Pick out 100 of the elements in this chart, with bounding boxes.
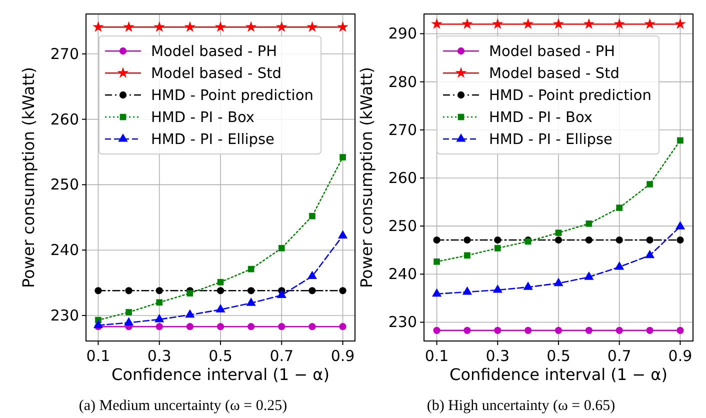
y-tick-label: 240 — [388, 265, 417, 284]
point — [185, 309, 195, 318]
point — [248, 323, 255, 330]
point — [307, 270, 318, 280]
point — [154, 314, 164, 322]
point — [156, 299, 163, 306]
point — [554, 326, 562, 334]
point — [123, 21, 134, 32]
point — [646, 236, 654, 244]
y-tick-label: 250 — [388, 217, 417, 236]
x-tick-label: 0.7 — [607, 347, 632, 365]
point — [248, 287, 255, 294]
x-tick-label: 0.1 — [424, 347, 449, 365]
point — [676, 236, 684, 244]
point — [309, 212, 316, 220]
y-tick-label: 260 — [388, 168, 417, 187]
y-axis-title: Power consumption (kWatt) — [357, 66, 376, 288]
point — [616, 326, 623, 334]
point — [94, 287, 102, 294]
point — [614, 18, 626, 29]
point — [339, 287, 346, 294]
point — [676, 326, 684, 334]
legend-label: Model based - PH — [151, 44, 278, 60]
point — [246, 298, 256, 306]
point — [433, 236, 440, 244]
y-tick-label: 240 — [50, 241, 79, 260]
y-tick-label: 230 — [388, 313, 417, 332]
point — [339, 323, 346, 330]
point — [125, 287, 132, 294]
y-tick-label: 230 — [50, 306, 79, 324]
point — [216, 304, 226, 312]
y-tick-label: 290 — [388, 24, 417, 43]
point — [462, 286, 472, 295]
point — [674, 18, 686, 29]
point — [552, 18, 564, 29]
point — [492, 284, 502, 293]
point — [338, 230, 348, 238]
text: (a) Medium uncertainty (ω = 0.25) — [78, 398, 288, 414]
text: (b) High uncertainty (ω = 0.65) — [426, 398, 616, 414]
point — [584, 271, 594, 280]
point — [92, 21, 104, 32]
point — [93, 320, 104, 328]
legend-label: Model based - Std — [489, 66, 620, 82]
point — [216, 323, 224, 330]
point — [434, 258, 440, 265]
point — [337, 21, 348, 32]
point — [644, 18, 656, 29]
point — [308, 323, 316, 330]
point — [646, 181, 653, 188]
x-tick-label: 0.7 — [270, 347, 294, 365]
point — [432, 288, 442, 297]
point — [523, 282, 533, 290]
point — [555, 230, 562, 236]
legend-label: HMD - Point prediction — [151, 88, 314, 104]
legend-label: Model based - Std — [151, 66, 282, 82]
x-tick-label: 0.3 — [147, 347, 172, 365]
point — [464, 252, 470, 259]
point — [431, 18, 442, 29]
point — [306, 21, 318, 32]
point — [217, 278, 224, 286]
point — [585, 236, 592, 244]
point — [586, 220, 592, 227]
legend-label: HMD - PI - Box — [151, 110, 255, 126]
y-tick-label: 280 — [388, 72, 417, 91]
legend-label: HMD - PI - Box — [489, 110, 593, 126]
x-tick-label: 0.3 — [486, 347, 510, 365]
point — [156, 323, 163, 330]
x-tick-label: 0.9 — [668, 347, 692, 365]
point — [494, 326, 502, 334]
x-tick-label: 0.5 — [208, 347, 232, 365]
point — [278, 323, 286, 330]
point — [646, 326, 654, 334]
x-axis-title: Confidence interval (1 − α) — [112, 365, 330, 384]
point — [308, 287, 316, 294]
y-tick-label: 260 — [50, 110, 79, 128]
point — [462, 18, 473, 29]
point — [554, 278, 564, 286]
point — [464, 236, 471, 244]
point — [583, 18, 595, 29]
point — [492, 18, 504, 29]
point — [585, 326, 592, 334]
point — [184, 21, 196, 32]
point — [186, 290, 194, 296]
y-tick-label: 270 — [388, 120, 417, 139]
point — [616, 204, 623, 211]
x-tick-label: 0.1 — [86, 347, 110, 365]
x-tick-label: 0.9 — [330, 347, 355, 365]
y-tick-label: 270 — [50, 44, 79, 63]
point — [340, 154, 346, 160]
y-tick-label: 250 — [50, 176, 79, 194]
point — [614, 261, 624, 270]
point — [276, 21, 288, 32]
point — [126, 309, 132, 316]
point — [124, 317, 134, 326]
point — [154, 21, 166, 32]
point — [464, 326, 471, 334]
point — [554, 236, 562, 244]
point — [278, 244, 285, 252]
point — [675, 221, 686, 230]
point — [156, 287, 163, 294]
